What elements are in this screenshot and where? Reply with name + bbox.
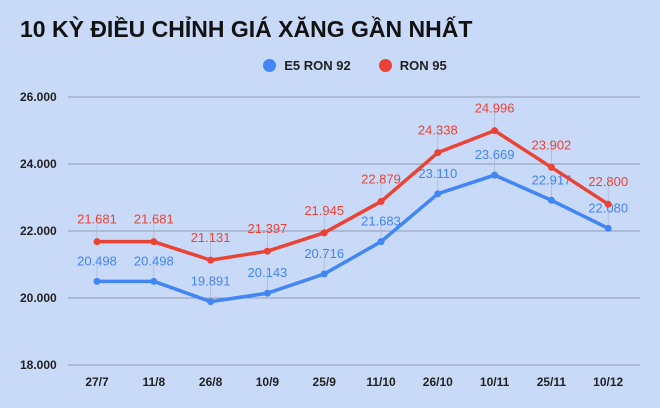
data-label: 22.800 <box>588 174 628 189</box>
data-label: 24.338 <box>418 123 458 138</box>
data-point <box>207 256 215 264</box>
y-tick-label: 26.000 <box>20 90 57 104</box>
data-point <box>263 289 271 297</box>
data-point <box>377 198 385 206</box>
data-label: 22.080 <box>588 200 628 215</box>
x-tick-label: 11/8 <box>142 375 165 389</box>
series-line-1 <box>97 128 610 262</box>
data-label: 20.716 <box>304 246 344 261</box>
data-point <box>491 127 499 135</box>
data-point <box>491 171 499 179</box>
data-point <box>93 238 101 246</box>
y-tick-label: 20.000 <box>20 291 57 305</box>
data-point <box>604 224 612 232</box>
data-point <box>547 163 555 171</box>
legend-label-e5: E5 RON 92 <box>284 58 351 73</box>
y-tick-label: 24.000 <box>20 157 57 171</box>
data-label: 23.110 <box>418 166 457 181</box>
x-tick-label: 25/11 <box>537 375 567 389</box>
data-label: 20.498 <box>77 253 117 268</box>
data-label: 24.996 <box>475 101 515 116</box>
x-tick-label: 10/12 <box>593 375 623 389</box>
data-label: 21.683 <box>361 214 401 229</box>
x-tick-label: 10/9 <box>256 375 280 389</box>
data-label: 23.669 <box>475 147 515 162</box>
data-point <box>547 196 555 204</box>
data-label: 21.681 <box>134 212 174 227</box>
legend: E5 RON 92 RON 95 <box>0 58 660 73</box>
legend-label-ron95: RON 95 <box>399 58 447 73</box>
data-point <box>434 149 442 157</box>
data-label: 21.131 <box>191 230 231 245</box>
data-label: 20.143 <box>248 265 288 280</box>
y-tick-label: 18.000 <box>20 358 57 372</box>
x-tick-label: 26/10 <box>423 375 453 389</box>
legend-swatch-e5 <box>263 59 277 72</box>
x-tick-label: 10/11 <box>480 375 510 389</box>
legend-item-e5: E5 RON 92 <box>263 58 351 73</box>
data-point <box>320 270 328 278</box>
data-point <box>263 247 271 255</box>
y-tick-label: 22.000 <box>20 224 57 238</box>
x-tick-label: 11/10 <box>366 375 396 389</box>
chart-title: 10 KỲ ĐIỀU CHỈNH GIÁ XĂNG GẦN NHẤT <box>20 16 473 42</box>
data-label: 19.891 <box>191 274 231 289</box>
data-point <box>377 238 385 246</box>
data-label: 23.902 <box>532 137 572 152</box>
data-point <box>434 190 442 198</box>
legend-item-ron95: RON 95 <box>378 58 447 73</box>
data-label: 21.681 <box>77 212 117 227</box>
data-point <box>150 238 158 246</box>
data-point <box>150 277 158 285</box>
x-tick-label: 26/8 <box>199 375 223 389</box>
legend-swatch-ron95 <box>378 59 392 72</box>
data-label: 20.498 <box>134 253 174 268</box>
data-label: 21.945 <box>304 203 344 218</box>
x-tick-label: 25/9 <box>313 375 337 389</box>
x-tick-label: 27/7 <box>85 375 109 389</box>
data-label: 22.917 <box>532 172 572 187</box>
data-point <box>93 277 101 285</box>
data-point <box>604 200 612 208</box>
series-line-0 <box>97 173 609 304</box>
data-label: 21.397 <box>248 221 288 236</box>
data-point <box>320 229 328 237</box>
data-label: 22.879 <box>361 172 401 187</box>
data-point <box>207 298 215 306</box>
